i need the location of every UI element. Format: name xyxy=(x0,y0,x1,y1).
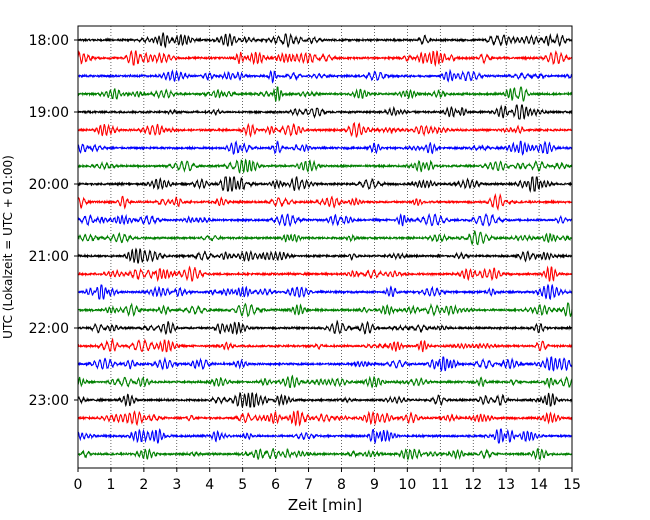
x-axis-label: Zeit [min] xyxy=(288,496,362,514)
axes-frame xyxy=(77,25,573,469)
seismic-trace xyxy=(77,410,573,427)
seismic-trace xyxy=(77,356,573,372)
seismic-trace xyxy=(77,302,573,318)
y-tick-label: 18:00 xyxy=(29,33,69,49)
seismic-trace xyxy=(77,247,573,264)
x-tick-label: 2 xyxy=(139,477,148,493)
x-tick-label: 5 xyxy=(238,477,247,493)
x-tick-label: 8 xyxy=(337,477,346,493)
x-tick-label: 3 xyxy=(172,477,181,493)
seismic-trace xyxy=(77,265,573,283)
x-tick-label: 14 xyxy=(530,477,548,493)
y-tick-label: 22:00 xyxy=(29,321,69,337)
y-tick-label: 19:00 xyxy=(29,105,69,121)
seismic-trace xyxy=(77,32,573,49)
x-tick-label: 13 xyxy=(497,477,515,493)
seismic-trace xyxy=(77,337,573,353)
seismic-trace xyxy=(77,86,573,102)
x-tick-label: 6 xyxy=(271,477,280,493)
seismic-trace xyxy=(77,68,573,84)
y-tick-label: 21:00 xyxy=(29,249,69,265)
seismic-trace xyxy=(77,428,573,445)
x-tick-label: 1 xyxy=(106,477,115,493)
y-axis-ticks: 18:00 19:00 20:00 21:00 22:00 23:00 xyxy=(29,33,78,409)
y-axis-label: UTC (Lokalzeit = UTC + 01:00) xyxy=(1,155,15,339)
x-tick-label: 4 xyxy=(205,477,214,493)
y-tick-label: 20:00 xyxy=(29,177,69,193)
seismic-trace xyxy=(77,192,573,212)
seismic-trace xyxy=(78,283,573,301)
x-tick-label: 15 xyxy=(563,477,581,493)
seismic-traces xyxy=(77,32,573,462)
y-tick-label: 23:00 xyxy=(29,393,69,409)
seismic-trace xyxy=(77,104,573,120)
x-tick-label: 9 xyxy=(370,477,379,493)
seismic-trace xyxy=(77,121,573,138)
seismic-trace xyxy=(77,49,573,68)
seismic-trace xyxy=(77,374,573,390)
seismic-trace xyxy=(77,176,573,193)
seismic-trace xyxy=(77,158,573,174)
x-tick-label: 11 xyxy=(431,477,449,493)
seismic-trace xyxy=(77,230,573,246)
x-axis-ticks: 0 1 2 3 4 5 6 7 8 9 10 11 12 13 14 15 xyxy=(74,468,581,493)
seismic-trace xyxy=(77,447,573,462)
x-tick-label: 7 xyxy=(304,477,313,493)
x-tick-label: 12 xyxy=(464,477,482,493)
x-tick-label: 10 xyxy=(398,477,416,493)
seismic-trace xyxy=(77,319,573,336)
x-tick-label: 0 xyxy=(74,477,83,493)
seismic-trace xyxy=(77,212,573,228)
x-grid xyxy=(77,26,573,468)
seismic-trace xyxy=(77,140,573,156)
seismic-trace xyxy=(77,392,573,409)
